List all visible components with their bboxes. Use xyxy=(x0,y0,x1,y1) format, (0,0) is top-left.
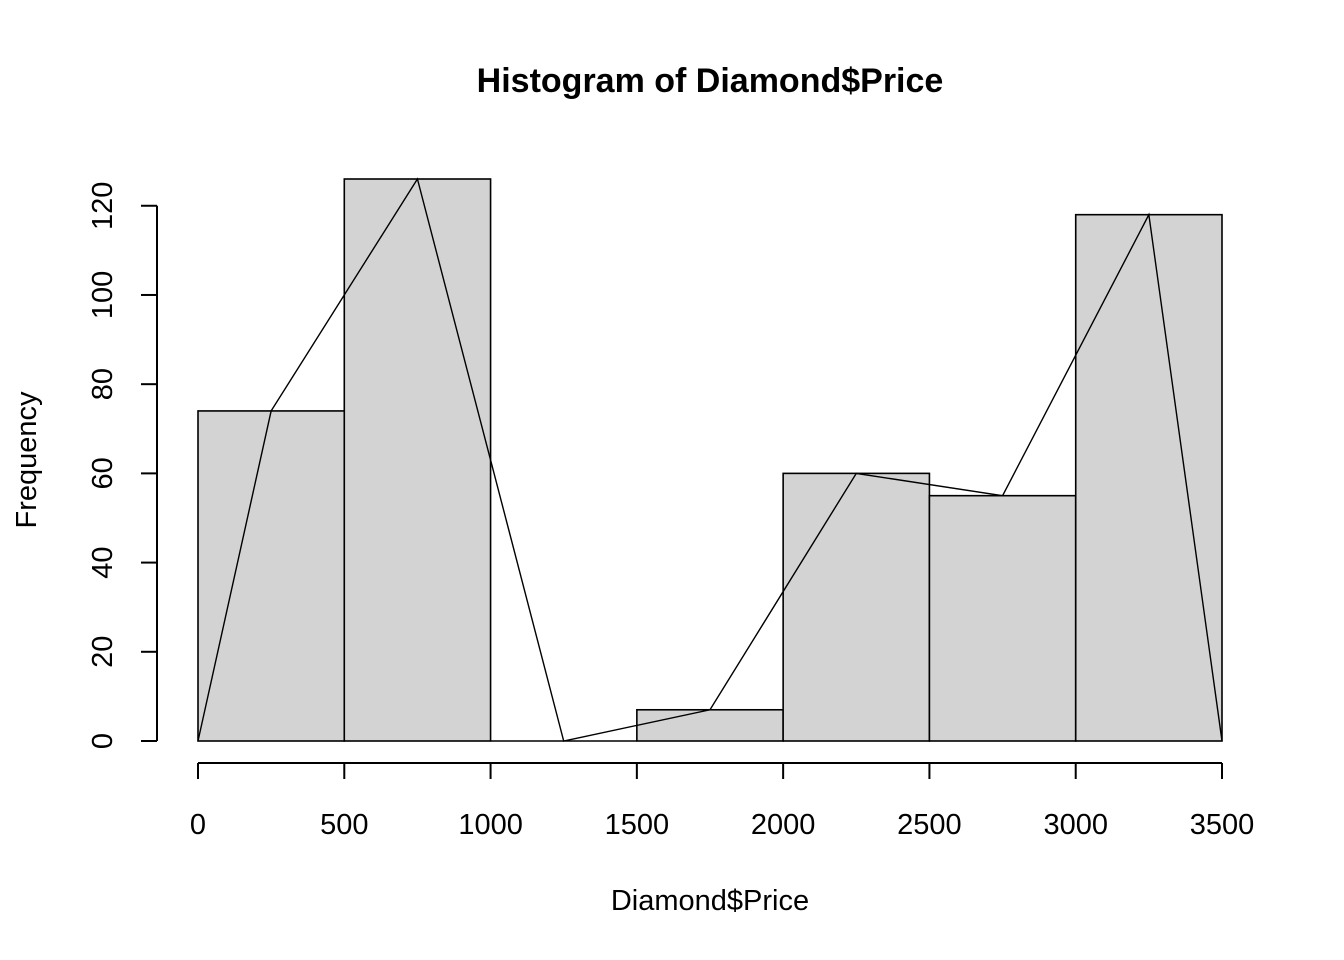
x-axis-label: Diamond$Price xyxy=(611,885,809,917)
histogram-bar-6 xyxy=(1074,213,1223,742)
x-tick-label: 1000 xyxy=(458,809,523,841)
histogram-bar-0 xyxy=(197,410,346,742)
y-tick-label: 100 xyxy=(87,271,119,319)
x-axis: 0 500 1000 1500 2000 2500 3000 3500 xyxy=(190,762,1255,841)
histogram-bars xyxy=(197,178,1223,742)
histogram-bar-5 xyxy=(928,494,1077,742)
x-tick-label: 3000 xyxy=(1043,809,1108,841)
histogram-bar-4 xyxy=(782,472,931,742)
x-tick-label: 1500 xyxy=(605,809,670,841)
x-tick-label: 3500 xyxy=(1190,809,1255,841)
frequency-polygon xyxy=(197,177,1223,742)
y-tick-label: 120 xyxy=(87,182,119,230)
histogram-bar-3 xyxy=(636,708,784,742)
x-tick-label: 2000 xyxy=(751,809,816,841)
y-tick-label: 80 xyxy=(87,368,119,400)
x-tick-label: 2500 xyxy=(897,809,962,841)
x-tick-label: 500 xyxy=(320,809,368,841)
y-tick-label: 40 xyxy=(87,546,119,578)
y-tick-label: 0 xyxy=(87,733,119,749)
histogram-bar-1 xyxy=(343,178,492,742)
y-tick-label: 60 xyxy=(87,457,119,489)
frequency-polygon-line xyxy=(197,177,1223,742)
y-axis: 0 20 40 60 80 100 120 xyxy=(87,182,158,749)
y-tick-label: 20 xyxy=(87,636,119,668)
x-tick-label: 0 xyxy=(190,809,206,841)
chart-title: Histogram of Diamond$Price xyxy=(477,62,944,100)
y-axis-label: Frequency xyxy=(11,391,43,529)
